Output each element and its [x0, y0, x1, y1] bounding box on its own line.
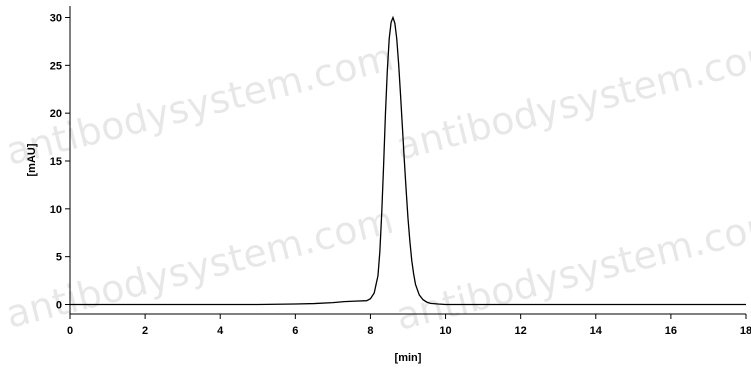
- x-tick-label: 18: [740, 325, 751, 337]
- x-tick-label: 4: [217, 325, 224, 337]
- x-tick-label: 0: [67, 325, 73, 337]
- x-tick-label: 16: [665, 325, 677, 337]
- y-tick-label: 30: [50, 13, 62, 25]
- watermark-layer: antibodysystem.com antibodysystem.com an…: [2, 30, 751, 339]
- x-tick-label: 14: [590, 325, 603, 337]
- y-axis-label: [mAU]: [26, 143, 38, 176]
- axes: 0 2 4 6 8 10 12 14 16 18 0 5 10 15 20 25 30: [50, 6, 751, 337]
- x-ticks: 0 2 4 6 8 10 12 14 16 18: [67, 314, 751, 337]
- x-axis-label: [min]: [395, 352, 422, 364]
- y-tick-label: 5: [56, 252, 62, 264]
- watermark-text: antibodysystem.com: [2, 35, 398, 174]
- watermark-text: antibodysystem.com: [2, 198, 398, 337]
- y-tick-label: 10: [50, 204, 62, 216]
- y-ticks: 0 5 10 15 20 25 30: [50, 13, 70, 312]
- y-tick-label: 20: [50, 108, 62, 120]
- x-tick-label: 8: [367, 325, 373, 337]
- y-tick-label: 15: [50, 156, 62, 168]
- x-tick-label: 12: [515, 325, 527, 337]
- x-tick-label: 2: [142, 325, 148, 337]
- series-line: [70, 15, 746, 306]
- x-tick-label: 10: [439, 325, 451, 337]
- x-tick-label: 6: [292, 325, 298, 337]
- y-tick-label: 25: [50, 60, 62, 72]
- watermark-text: antibodysystem.com: [392, 30, 751, 169]
- y-tick-label: 0: [56, 300, 62, 312]
